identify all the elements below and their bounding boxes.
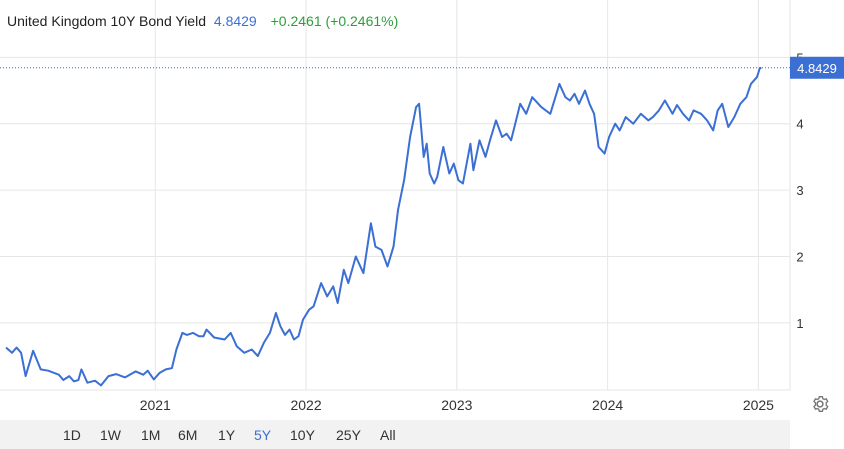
current-value: 4.8429: [213, 13, 257, 29]
x-tick-label: 2021: [140, 397, 171, 413]
range-button-1w[interactable]: 1W: [100, 427, 121, 443]
x-tick-label: 2023: [441, 397, 472, 413]
chart-grid: [0, 0, 791, 391]
range-button-all[interactable]: All: [380, 427, 396, 443]
range-button-10y[interactable]: 10Y: [290, 427, 315, 443]
range-button-25y[interactable]: 25Y: [336, 427, 361, 443]
range-button-6m[interactable]: 6M: [178, 427, 198, 443]
x-tick-label: 2024: [592, 397, 623, 413]
range-button-1d[interactable]: 1D: [63, 427, 81, 443]
series-line: [5, 67, 762, 387]
x-tick-label: 2022: [290, 397, 321, 413]
price-tag: 4.8429: [790, 56, 844, 79]
y-axis-ticks: 12345: [796, 50, 803, 331]
time-range-bar: 1D 1W 1M 6M 1Y 5Y 10Y 25Y All: [0, 420, 790, 449]
gear-icon[interactable]: [810, 394, 830, 414]
change-value: +0.2461 (+0.2461%): [270, 13, 399, 29]
chart-header: United Kingdom 10Y Bond Yield 4.8429 +0.…: [7, 13, 398, 29]
range-button-1y[interactable]: 1Y: [218, 427, 236, 443]
x-axis-ticks: 2021 2022 2023 2024 2025: [140, 397, 774, 413]
y-tick-label: 4: [796, 117, 803, 132]
range-button-1m[interactable]: 1M: [141, 427, 161, 443]
price-tag-label: 4.8429: [797, 61, 837, 76]
y-tick-label: 1: [796, 316, 803, 331]
price-tag-background: [790, 56, 844, 79]
x-tick-label: 2025: [743, 397, 774, 413]
y-tick-label: 2: [796, 250, 803, 265]
range-button-5y[interactable]: 5Y: [254, 427, 272, 443]
chart-series: [5, 67, 762, 387]
instrument-title: United Kingdom 10Y Bond Yield: [7, 13, 206, 29]
y-tick-label: 3: [796, 183, 803, 198]
